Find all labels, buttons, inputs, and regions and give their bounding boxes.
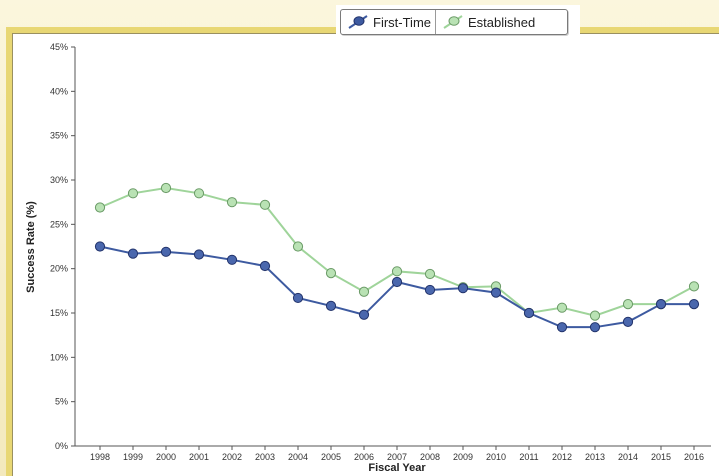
data-point-first-time[interactable] [259,260,271,272]
x-tick-label: 2008 [420,452,440,462]
data-point-established[interactable] [556,302,568,313]
legend-item-first-time[interactable]: First-Time [341,10,435,34]
data-point-first-time[interactable] [457,283,469,294]
data-point-established[interactable] [688,281,700,292]
legend: First-Time Established [336,5,580,41]
x-tick-label: 2001 [189,452,209,462]
y-tick-label: 15% [50,308,68,318]
data-point-established[interactable] [259,199,271,210]
data-point-first-time[interactable] [94,241,106,252]
data-point-established[interactable] [622,299,634,310]
x-tick-label: 1998 [90,452,110,462]
established-legend-icon [443,15,463,29]
data-point-first-time[interactable] [655,299,667,310]
data-point-established[interactable] [193,188,205,199]
x-tick-label: 2007 [387,452,407,462]
data-point-established[interactable] [127,188,139,199]
data-point-first-time[interactable] [358,309,370,320]
data-point-first-time[interactable] [193,249,205,260]
data-point-established[interactable] [226,197,238,208]
x-axis-title: Fiscal Year [368,462,426,474]
data-point-first-time[interactable] [589,322,601,333]
data-point-established[interactable] [94,202,106,213]
data-point-first-time[interactable] [622,316,634,327]
y-tick-label: 20% [50,264,68,274]
y-tick-label: 5% [55,397,68,407]
data-point-first-time[interactable] [424,284,436,296]
data-point-first-time[interactable] [556,322,568,333]
y-tick-label: 35% [50,131,68,141]
data-point-established[interactable] [424,268,436,280]
legend-item-established[interactable]: Established [435,10,539,34]
x-tick-label: 2006 [354,452,374,462]
data-point-first-time[interactable] [292,292,304,304]
series-established [94,182,700,321]
x-tick-label: 2013 [585,452,605,462]
data-point-established[interactable] [325,268,337,279]
x-tick-label: 2011 [519,452,538,462]
data-point-established[interactable] [160,182,172,194]
y-axis-title: Success Rate (%) [25,201,37,293]
data-point-first-time[interactable] [325,300,337,312]
x-tick-label: 2004 [288,452,308,462]
data-point-first-time[interactable] [160,246,172,257]
x-tick-label: 2015 [651,452,671,462]
y-axis: 0% 5% 10% 15% 20% 25% 30% 35% 40% 45% [50,42,76,451]
x-tick-label: 2010 [486,452,506,462]
x-axis: 1998 1999 2000 2001 2002 2003 2004 2005 2006 2007… [75,445,711,462]
data-point-first-time[interactable] [127,248,139,259]
x-tick-label: 1999 [123,452,143,462]
y-tick-label: 30% [50,175,68,185]
y-tick-label: 10% [50,352,68,362]
data-point-first-time[interactable] [226,254,238,265]
x-tick-label: 2012 [552,452,572,462]
series-line-established [99,186,695,317]
data-point-established[interactable] [589,310,601,321]
data-point-first-time[interactable] [490,287,502,298]
y-tick-label: 25% [50,219,68,229]
x-tick-label: 2003 [255,452,275,462]
x-tick-label: 2002 [222,452,242,462]
legend-label-first-time: First-Time [373,14,432,30]
data-point-first-time[interactable] [688,299,700,310]
x-tick-label: 2009 [453,452,473,462]
data-point-established[interactable] [358,286,370,297]
y-tick-label: 0% [55,441,68,451]
x-tick-label: 2014 [618,452,638,462]
y-tick-label: 40% [50,86,68,96]
series-first-time [94,241,700,333]
first-time-legend-icon [348,15,368,29]
series-layer [94,182,700,333]
data-point-established[interactable] [292,241,304,252]
x-tick-label: 2016 [684,452,704,462]
data-point-established[interactable] [391,266,403,277]
legend-label-established: Established [468,14,536,30]
x-tick-label: 2005 [321,452,341,462]
data-point-first-time[interactable] [523,307,535,319]
y-tick-label: 45% [50,42,68,52]
data-point-first-time[interactable] [391,276,403,288]
legend-box: First-Time Established [340,9,568,35]
x-tick-label: 2000 [156,452,176,462]
